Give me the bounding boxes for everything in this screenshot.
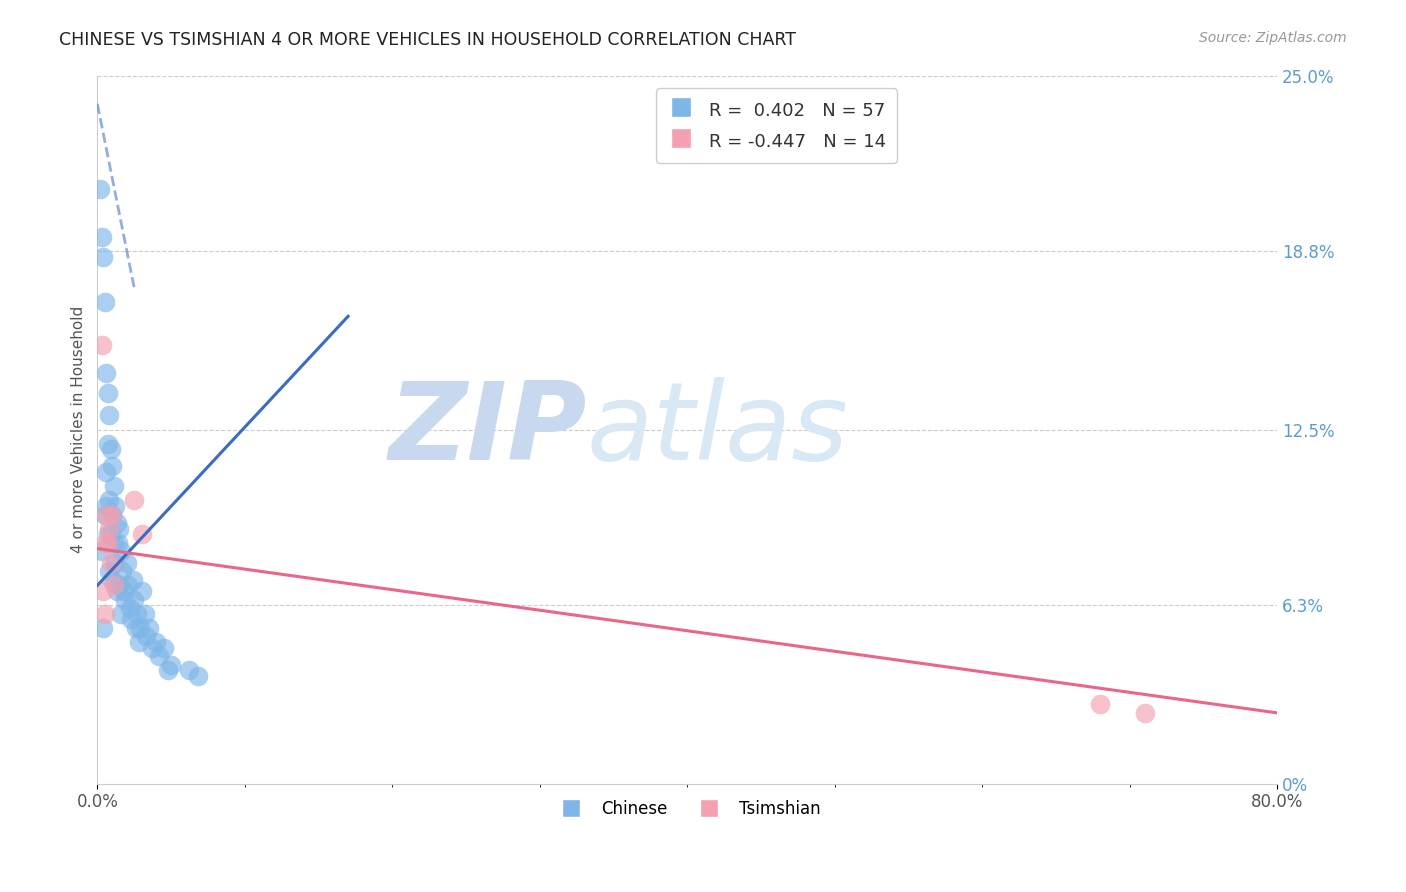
Point bbox=[90, 230, 112, 244]
Point bbox=[101, 508, 124, 522]
Point bbox=[107, 536, 129, 550]
Point bbox=[108, 522, 131, 536]
Point bbox=[111, 564, 134, 578]
Point bbox=[128, 635, 150, 649]
Point bbox=[91, 584, 114, 599]
Point bbox=[112, 584, 135, 599]
Point bbox=[91, 250, 114, 264]
Point bbox=[91, 621, 114, 635]
Point bbox=[90, 337, 112, 351]
Point bbox=[93, 508, 115, 522]
Point bbox=[97, 527, 120, 541]
Point bbox=[138, 621, 160, 635]
Point bbox=[131, 527, 153, 541]
Point bbox=[187, 669, 209, 683]
Point bbox=[157, 664, 180, 678]
Point bbox=[131, 584, 153, 599]
Point bbox=[117, 578, 139, 592]
Point bbox=[97, 385, 120, 400]
Y-axis label: 4 or more Vehicles in Household: 4 or more Vehicles in Household bbox=[72, 306, 86, 553]
Point bbox=[118, 601, 141, 615]
Point bbox=[148, 649, 170, 664]
Point bbox=[105, 584, 128, 599]
Point bbox=[98, 409, 121, 423]
Point bbox=[135, 629, 157, 643]
Point bbox=[177, 664, 200, 678]
Point bbox=[121, 573, 143, 587]
Point bbox=[110, 607, 132, 621]
Point bbox=[96, 465, 118, 479]
Point bbox=[120, 612, 142, 626]
Point bbox=[101, 508, 124, 522]
Text: Source: ZipAtlas.com: Source: ZipAtlas.com bbox=[1199, 31, 1347, 45]
Point bbox=[101, 573, 124, 587]
Point bbox=[103, 536, 125, 550]
Point bbox=[98, 564, 121, 578]
Point bbox=[93, 607, 115, 621]
Point bbox=[103, 578, 125, 592]
Point bbox=[115, 556, 138, 570]
Point bbox=[114, 592, 136, 607]
Point bbox=[160, 657, 183, 672]
Point bbox=[105, 516, 128, 530]
Point bbox=[98, 493, 121, 508]
Point bbox=[152, 640, 174, 655]
Point bbox=[100, 442, 122, 457]
Point bbox=[122, 592, 145, 607]
Legend: Chinese, Tsimshian: Chinese, Tsimshian bbox=[547, 794, 827, 825]
Point bbox=[101, 459, 124, 474]
Point bbox=[145, 635, 167, 649]
Point bbox=[90, 544, 112, 558]
Point bbox=[1090, 698, 1112, 712]
Point bbox=[104, 556, 127, 570]
Point bbox=[127, 607, 149, 621]
Point bbox=[104, 499, 127, 513]
Point bbox=[100, 527, 122, 541]
Text: atlas: atlas bbox=[588, 377, 849, 483]
Point bbox=[103, 479, 125, 493]
Point bbox=[100, 556, 122, 570]
Point bbox=[125, 621, 148, 635]
Point bbox=[1133, 706, 1156, 720]
Point bbox=[93, 295, 115, 310]
Point bbox=[134, 607, 156, 621]
Point bbox=[141, 640, 163, 655]
Point bbox=[96, 366, 118, 380]
Point bbox=[97, 536, 120, 550]
Point bbox=[96, 508, 118, 522]
Point bbox=[122, 493, 145, 508]
Text: ZIP: ZIP bbox=[388, 376, 588, 483]
Point bbox=[129, 621, 152, 635]
Point bbox=[98, 522, 121, 536]
Point bbox=[93, 536, 115, 550]
Point bbox=[97, 437, 120, 451]
Point bbox=[96, 499, 118, 513]
Point bbox=[89, 182, 111, 196]
Point bbox=[108, 578, 131, 592]
Text: CHINESE VS TSIMSHIAN 4 OR MORE VEHICLES IN HOUSEHOLD CORRELATION CHART: CHINESE VS TSIMSHIAN 4 OR MORE VEHICLES … bbox=[59, 31, 796, 49]
Point bbox=[110, 544, 132, 558]
